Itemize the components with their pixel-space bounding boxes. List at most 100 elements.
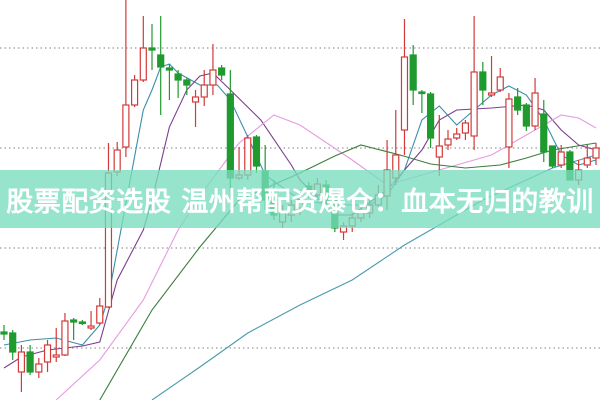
candle-down — [409, 45, 417, 105]
candle-body — [583, 157, 591, 166]
candle-body — [139, 47, 147, 81]
candle-body — [70, 319, 78, 323]
candle-body — [548, 145, 557, 167]
candle-body — [461, 122, 470, 134]
candle-up — [557, 145, 565, 168]
candle-up — [209, 44, 217, 95]
candle-body — [130, 79, 139, 106]
moving-average-line — [99, 142, 597, 400]
candle-down — [426, 92, 435, 148]
candle-down — [78, 320, 86, 325]
candle-body — [87, 325, 95, 329]
candle-body — [252, 136, 261, 167]
candle-body — [400, 56, 409, 131]
candle-up — [96, 298, 104, 325]
candle-up — [87, 311, 95, 330]
candle-down — [174, 70, 182, 98]
candle-body — [418, 91, 426, 95]
candle-body — [200, 84, 208, 98]
candle-body — [148, 47, 156, 51]
candle-up — [122, 0, 130, 157]
candle-down — [183, 78, 191, 95]
candle-body — [444, 138, 452, 146]
candle-up — [139, 16, 147, 82]
candle-up — [61, 313, 69, 356]
candle-body — [522, 104, 530, 127]
candle-body — [409, 54, 417, 91]
title-banner: 股票配资选股 温州帮配资爆仓：血本无归的教训 — [0, 170, 600, 228]
candle-body — [157, 54, 165, 68]
candle-body — [61, 320, 69, 356]
candle-body — [592, 147, 600, 159]
candle-body — [0, 331, 8, 335]
candle-up — [130, 75, 139, 107]
candle-body — [191, 96, 200, 103]
candle-down — [218, 65, 226, 80]
candle-body — [96, 305, 104, 324]
candle-body — [17, 351, 26, 373]
candle-down — [70, 318, 78, 340]
candle-up — [505, 93, 513, 168]
candle-down — [514, 88, 522, 115]
candle-down — [157, 16, 165, 115]
candle-up — [461, 120, 470, 140]
candle-body — [78, 321, 86, 325]
candle-body — [52, 354, 60, 358]
candle-up — [17, 345, 26, 392]
candle-up — [531, 78, 539, 130]
candle-down — [418, 90, 426, 113]
candle-down — [548, 145, 557, 168]
candle-body — [505, 98, 513, 148]
candle-body — [470, 71, 478, 137]
candle-body — [113, 149, 121, 173]
candle-body — [43, 344, 52, 363]
candle-up — [35, 358, 43, 378]
candle-up — [444, 130, 452, 150]
candle-down — [165, 64, 174, 100]
candle-body — [9, 332, 17, 353]
candle-down — [0, 325, 8, 340]
candle-down — [148, 24, 156, 70]
candle-down — [9, 330, 17, 360]
candle-body — [183, 79, 191, 86]
candle-body — [174, 73, 182, 81]
moving-average-line — [55, 114, 597, 400]
candle-up — [453, 128, 461, 140]
candle-body — [426, 93, 435, 139]
candle-body — [479, 71, 487, 91]
candle-body — [557, 151, 565, 166]
candle-body — [531, 92, 539, 127]
candle-up — [52, 328, 60, 362]
candle-up — [191, 90, 200, 127]
candle-body — [122, 104, 130, 148]
candle-up — [496, 68, 504, 92]
candle-body — [453, 133, 461, 139]
candle-body — [514, 96, 522, 111]
candle-body — [496, 76, 504, 91]
candle-down — [26, 345, 34, 375]
candle-body — [165, 67, 174, 71]
banner-title: 股票配资选股 温州帮配资爆仓：血本无归的教训 — [6, 186, 594, 218]
candle-up — [487, 56, 496, 97]
candle-body — [35, 363, 43, 373]
candle-down — [522, 103, 530, 131]
candle-body — [487, 92, 496, 96]
candle-body — [435, 145, 443, 158]
candle-body — [218, 67, 226, 76]
candle-down — [252, 135, 261, 173]
candle-body — [226, 93, 234, 179]
candle-down — [540, 100, 548, 162]
candle-body — [209, 69, 217, 86]
candle-up — [470, 16, 478, 150]
candle-up — [400, 19, 409, 155]
candle-up — [200, 70, 208, 106]
candle-body — [26, 351, 34, 373]
candle-up — [43, 340, 52, 372]
candle-up — [435, 115, 443, 176]
candle-body — [540, 113, 548, 153]
gridlines — [0, 47, 600, 349]
candle-down — [479, 62, 487, 105]
candle-up — [583, 145, 591, 168]
candle-up — [592, 143, 600, 165]
